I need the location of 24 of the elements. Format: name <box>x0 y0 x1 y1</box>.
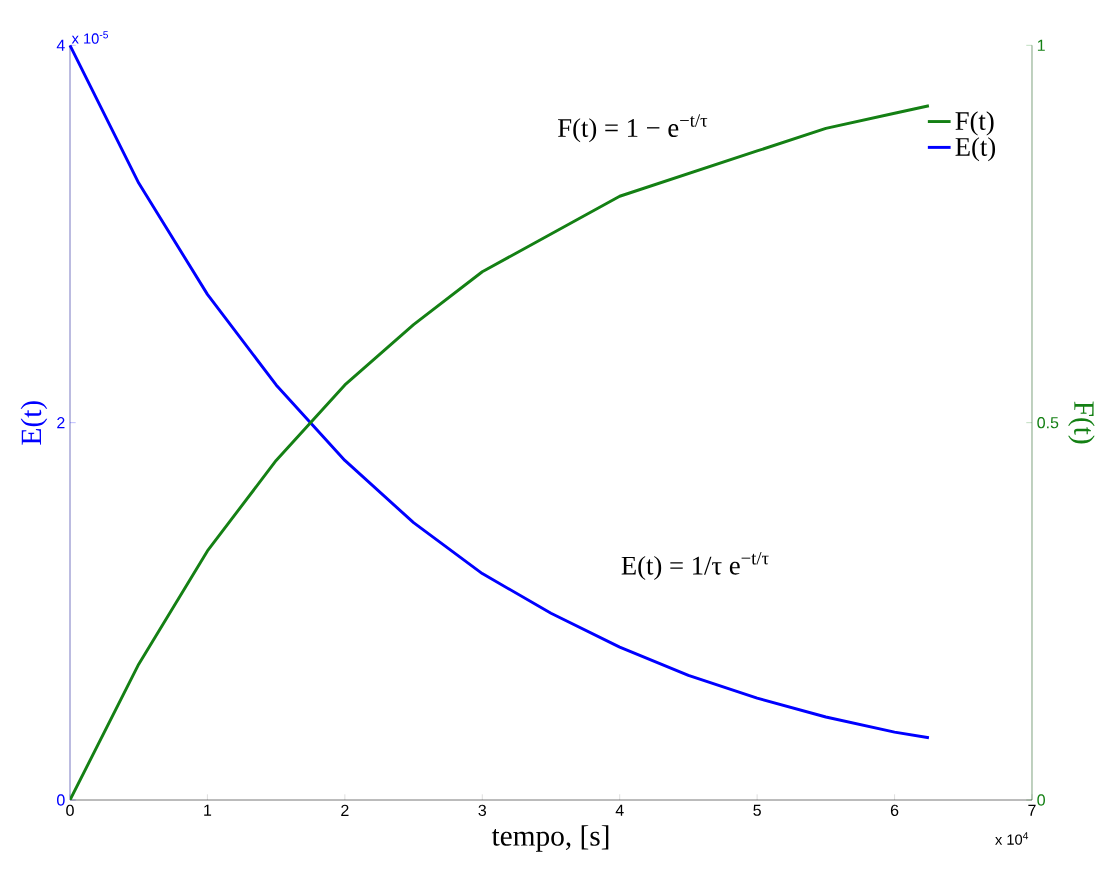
line-series <box>68 43 931 740</box>
legend-label: F(t) <box>955 111 994 136</box>
annotation: F(t) = 1 − e$^{−t/τ}$ <box>558 114 708 143</box>
x-tick-label: 7 <box>1028 804 1036 816</box>
y-tick-label: 0 <box>57 794 65 806</box>
x-tick-label: 6 <box>890 804 899 817</box>
y2-tick-label: 0.5 <box>1037 417 1059 429</box>
y2-tick-label: 1 <box>1037 39 1045 51</box>
y-tick-label: 4 <box>56 39 65 51</box>
x-tick-label: 4 <box>615 804 624 816</box>
x-tick-label: 3 <box>478 804 487 817</box>
text: x 10$^{4}$ <box>995 832 1029 845</box>
x-tick-label: 2 <box>341 804 349 816</box>
y2-tick-label: 0 <box>1037 794 1045 806</box>
x-tick-label: 5 <box>753 804 761 816</box>
annotation: E(t) = 1/τ e$^{−t/τ}$ <box>621 552 769 581</box>
x-axis-title: tempo, [s] <box>491 825 609 852</box>
y-axis-title: E(t) <box>20 401 48 445</box>
legend-label: E(t) <box>955 137 996 162</box>
x-tick-label: 0 <box>66 804 74 817</box>
y-tick-label: 2 <box>57 417 65 429</box>
y2-axis-title: F(t) <box>1068 401 1095 444</box>
text: x 10$^{-5}$ <box>71 31 109 44</box>
x-tick-label: 1 <box>204 804 212 816</box>
